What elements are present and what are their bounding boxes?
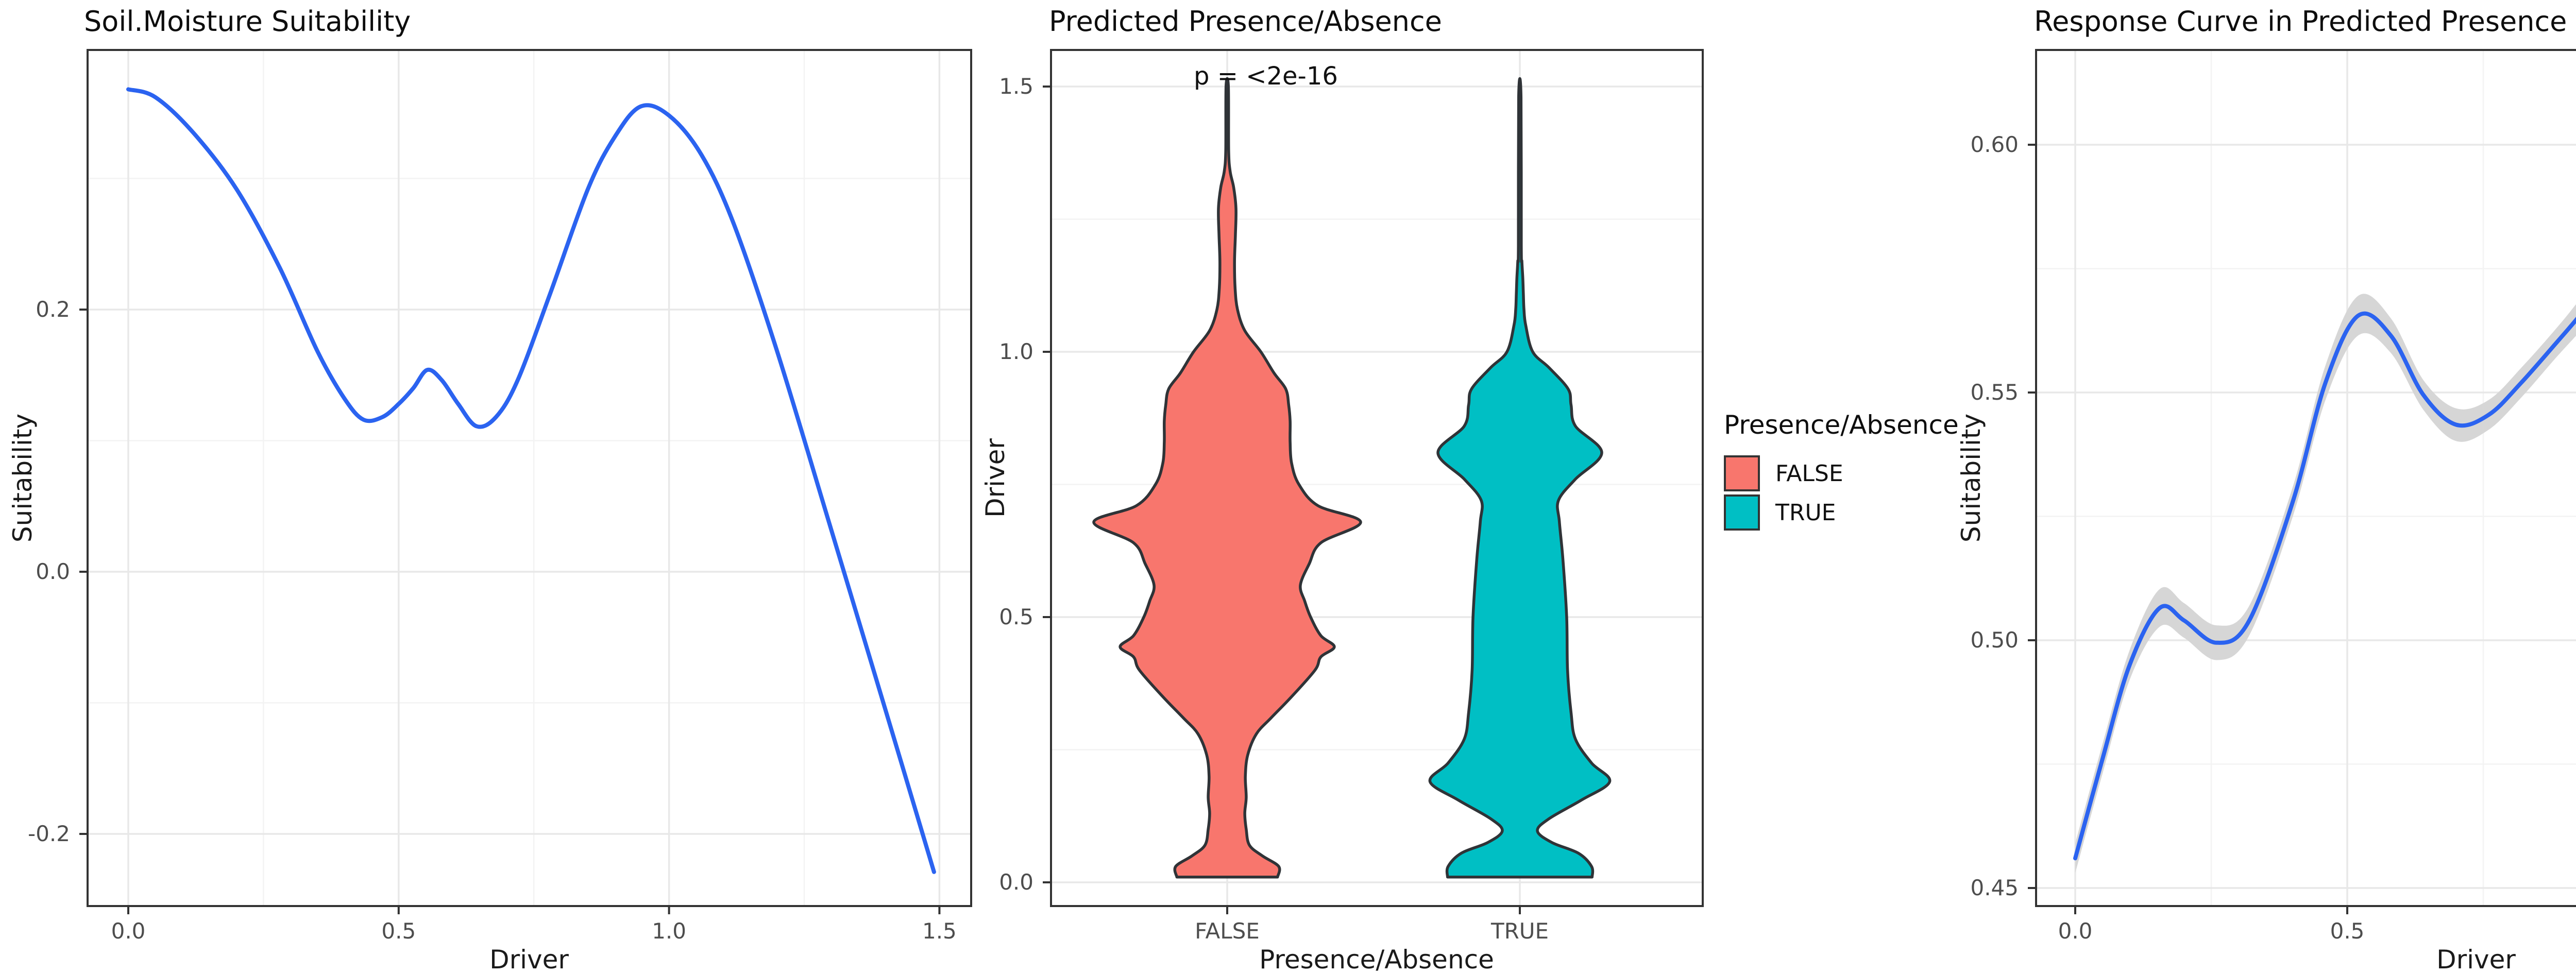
legend-title: Presence/Absence bbox=[1724, 410, 1959, 440]
panel-title-middle: Predicted Presence/Absence bbox=[1049, 5, 1442, 38]
y-tick-label: 1.5 bbox=[999, 74, 1033, 99]
y-axis-title-right: Suitability bbox=[1956, 413, 1986, 543]
y-tick-label: 0.60 bbox=[1970, 132, 2019, 157]
y-tick-label: 1.0 bbox=[999, 339, 1033, 364]
panel-border bbox=[2035, 49, 2576, 907]
panel-border bbox=[87, 49, 972, 907]
legend-entry-true: TRUE bbox=[1724, 494, 1959, 531]
confidence-ribbon bbox=[2075, 294, 2576, 874]
y-tick-label: 0.5 bbox=[999, 604, 1033, 629]
x-tick-label: 0.5 bbox=[381, 918, 416, 944]
x-tick-label: 1.5 bbox=[922, 918, 957, 944]
y-tick-label: -0.2 bbox=[28, 821, 70, 846]
x-tick-label: FALSE bbox=[1195, 918, 1260, 944]
legend-swatch-false-icon bbox=[1724, 455, 1760, 491]
y-tick-label: 0.0 bbox=[36, 559, 70, 584]
legend-entry-false: FALSE bbox=[1724, 455, 1959, 491]
suitability-curve bbox=[126, 87, 936, 874]
x-axis-title-middle: Presence/Absence bbox=[1259, 945, 1494, 973]
y-tick-label: 0.55 bbox=[1970, 380, 2019, 405]
y-tick-label: 0.50 bbox=[1970, 627, 2019, 653]
response-curve bbox=[2073, 311, 2576, 861]
violin-true bbox=[1428, 77, 1612, 879]
x-tick-label: 0.0 bbox=[2058, 918, 2093, 944]
legend-swatch-true-icon bbox=[1724, 494, 1760, 531]
p-value-annotation: p = <2e-16 bbox=[1194, 62, 1338, 91]
panel-border bbox=[1050, 49, 1704, 907]
x-tick-label: 1.0 bbox=[2542, 918, 2576, 944]
y-axis-title-middle: Driver bbox=[980, 438, 1010, 518]
x-tick-label: 0.0 bbox=[111, 918, 146, 944]
x-tick-label: TRUE bbox=[1490, 918, 1549, 944]
violin-false bbox=[1092, 77, 1362, 879]
x-tick-label: 0.5 bbox=[2330, 918, 2365, 944]
y-tick-label: 0.0 bbox=[999, 869, 1033, 895]
legend-label-false: FALSE bbox=[1775, 460, 1843, 487]
y-tick-label: 0.2 bbox=[36, 297, 70, 322]
panel-title-right: Response Curve in Predicted Presence Are… bbox=[2034, 5, 2576, 38]
x-axis-title-right: Driver bbox=[2436, 945, 2516, 973]
x-tick-label: 1.0 bbox=[652, 918, 686, 944]
y-tick-label: 0.45 bbox=[1970, 875, 2019, 900]
legend: Presence/Absence FALSE TRUE bbox=[1724, 410, 1959, 534]
y-axis-title-left: Suitability bbox=[8, 413, 38, 543]
legend-label-true: TRUE bbox=[1775, 499, 1836, 526]
panel-title-left: Soil.Moisture Suitability bbox=[84, 5, 411, 38]
x-axis-title-left: Driver bbox=[489, 945, 569, 973]
